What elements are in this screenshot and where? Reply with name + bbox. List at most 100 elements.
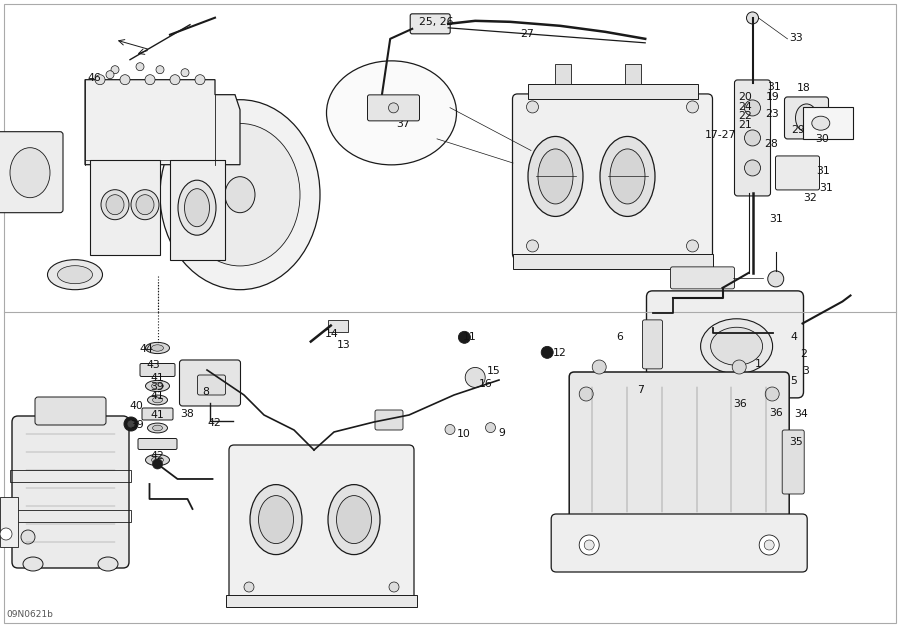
Text: 39: 39	[150, 382, 165, 393]
Circle shape	[744, 160, 760, 176]
FancyBboxPatch shape	[367, 95, 419, 121]
Circle shape	[95, 75, 105, 85]
Circle shape	[592, 360, 607, 374]
Bar	[0, 497, 18, 547]
Text: 41: 41	[150, 373, 165, 383]
Text: 4: 4	[790, 332, 797, 342]
Ellipse shape	[711, 327, 762, 366]
Ellipse shape	[178, 180, 216, 235]
FancyBboxPatch shape	[782, 430, 805, 494]
Text: 27: 27	[520, 29, 535, 40]
Ellipse shape	[58, 266, 93, 283]
Text: 44: 44	[140, 344, 154, 354]
Ellipse shape	[98, 557, 118, 571]
FancyBboxPatch shape	[643, 320, 662, 369]
Ellipse shape	[151, 457, 164, 463]
Ellipse shape	[152, 397, 163, 403]
Ellipse shape	[225, 177, 255, 213]
Text: 42: 42	[207, 418, 221, 428]
Text: 9: 9	[499, 428, 506, 438]
Circle shape	[170, 75, 180, 85]
Circle shape	[120, 75, 130, 85]
Text: 6: 6	[616, 332, 623, 342]
Text: 42: 42	[150, 451, 165, 461]
Text: 24: 24	[738, 102, 752, 112]
Ellipse shape	[106, 195, 124, 214]
Circle shape	[765, 387, 779, 401]
Text: 15: 15	[486, 366, 500, 376]
Text: 19: 19	[765, 92, 779, 102]
Text: 5: 5	[790, 376, 797, 386]
FancyBboxPatch shape	[646, 291, 804, 398]
Text: 41: 41	[150, 410, 165, 420]
Circle shape	[541, 346, 554, 359]
FancyBboxPatch shape	[410, 14, 450, 34]
Text: 33: 33	[789, 33, 804, 43]
Ellipse shape	[600, 137, 655, 216]
Text: 39: 39	[130, 420, 144, 430]
FancyBboxPatch shape	[785, 97, 829, 139]
Circle shape	[389, 582, 399, 592]
Text: 41: 41	[150, 391, 165, 401]
Ellipse shape	[180, 124, 300, 266]
FancyBboxPatch shape	[375, 410, 403, 430]
FancyBboxPatch shape	[229, 445, 414, 600]
Ellipse shape	[796, 104, 817, 132]
Circle shape	[746, 12, 759, 24]
Circle shape	[744, 100, 760, 116]
Circle shape	[687, 240, 698, 252]
Text: 22: 22	[738, 111, 752, 121]
FancyBboxPatch shape	[734, 80, 770, 196]
Text: 31: 31	[767, 82, 781, 92]
Ellipse shape	[148, 395, 167, 405]
Ellipse shape	[538, 149, 573, 204]
Ellipse shape	[337, 495, 372, 544]
Ellipse shape	[328, 485, 380, 555]
Circle shape	[181, 69, 189, 76]
Text: 7: 7	[637, 385, 644, 395]
Text: 36: 36	[769, 408, 783, 418]
FancyBboxPatch shape	[12, 416, 129, 568]
Text: 38: 38	[180, 409, 194, 419]
Text: 8: 8	[202, 387, 209, 397]
Ellipse shape	[610, 149, 645, 204]
Ellipse shape	[160, 100, 320, 290]
Text: 18: 18	[796, 83, 811, 93]
Bar	[328, 320, 347, 332]
Ellipse shape	[327, 61, 456, 165]
Ellipse shape	[136, 195, 154, 214]
Circle shape	[124, 417, 138, 431]
FancyBboxPatch shape	[35, 397, 106, 425]
Circle shape	[687, 101, 698, 113]
Circle shape	[465, 367, 485, 387]
Text: 21: 21	[738, 120, 752, 130]
Circle shape	[445, 424, 455, 435]
Circle shape	[136, 63, 144, 71]
Text: 13: 13	[337, 340, 351, 350]
Text: 45: 45	[396, 107, 410, 117]
Text: 32: 32	[803, 192, 817, 203]
Text: 17-27: 17-27	[705, 130, 735, 140]
Circle shape	[485, 423, 496, 433]
Circle shape	[668, 293, 678, 303]
FancyBboxPatch shape	[140, 364, 175, 376]
Text: 14: 14	[324, 329, 338, 339]
Ellipse shape	[151, 345, 164, 351]
Ellipse shape	[101, 190, 129, 219]
Text: 09N0621b: 09N0621b	[6, 610, 53, 619]
FancyBboxPatch shape	[551, 514, 807, 572]
FancyBboxPatch shape	[670, 267, 734, 289]
Circle shape	[127, 420, 135, 428]
Circle shape	[580, 535, 599, 555]
Circle shape	[764, 540, 774, 550]
Ellipse shape	[152, 425, 163, 431]
Text: 2: 2	[800, 349, 807, 359]
Circle shape	[156, 66, 164, 74]
Bar	[803, 107, 853, 139]
Text: 23: 23	[765, 109, 779, 119]
Bar	[170, 160, 225, 260]
Text: 35: 35	[789, 437, 804, 447]
Ellipse shape	[184, 189, 210, 227]
Bar	[527, 84, 698, 99]
Ellipse shape	[250, 485, 302, 555]
